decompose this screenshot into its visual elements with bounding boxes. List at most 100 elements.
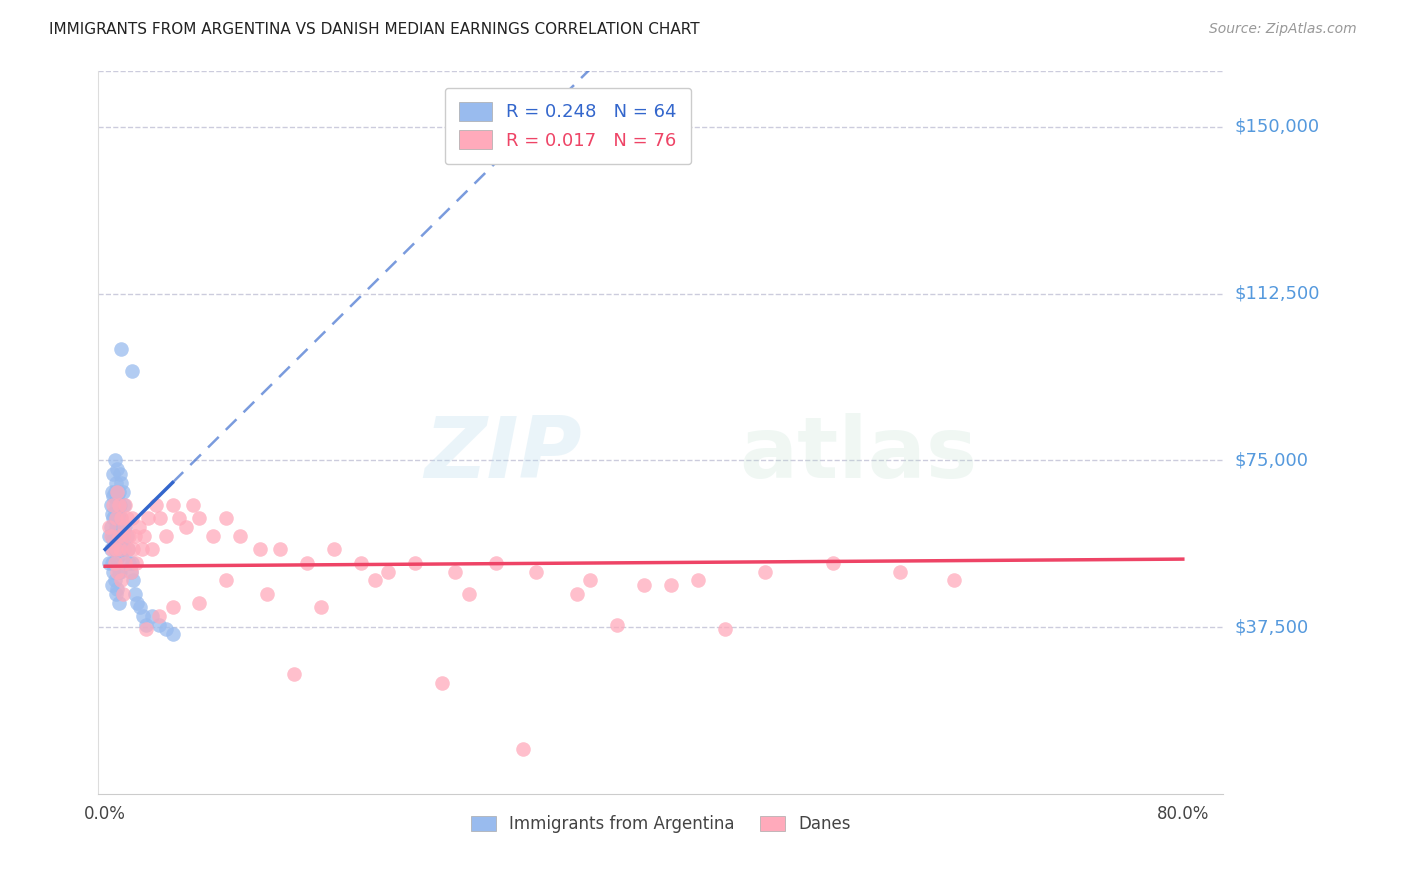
Point: [121, 364, 143, 378]
Text: atlas: atlas: [740, 413, 977, 496]
Point: [120, 565, 142, 579]
Point: [122, 574, 145, 588]
Point: [363, 574, 385, 588]
Point: [132, 609, 155, 624]
Point: [108, 565, 131, 579]
Point: [201, 529, 224, 543]
Point: [131, 542, 153, 557]
Point: [297, 556, 319, 570]
Point: [485, 556, 508, 570]
Point: [188, 511, 211, 525]
Point: [108, 533, 131, 548]
Point: [565, 587, 588, 601]
Point: [122, 542, 145, 557]
Point: [377, 565, 399, 579]
Point: [103, 484, 125, 499]
Point: [121, 556, 143, 570]
Point: [118, 529, 141, 543]
Point: [105, 484, 128, 499]
Point: [115, 529, 138, 543]
Point: [107, 511, 129, 525]
Point: [633, 578, 655, 592]
Point: [121, 511, 143, 525]
Point: [101, 529, 124, 543]
Point: [115, 511, 138, 525]
Text: Source: ZipAtlas.com: Source: ZipAtlas.com: [1209, 22, 1357, 37]
Point: [606, 618, 628, 632]
Point: [117, 542, 139, 557]
Point: [103, 489, 125, 503]
Point: [104, 520, 127, 534]
Point: [104, 587, 127, 601]
Point: [659, 578, 682, 592]
Point: [821, 556, 844, 570]
Text: $37,500: $37,500: [1234, 618, 1309, 636]
Point: [145, 498, 167, 512]
Point: [104, 542, 127, 557]
Point: [108, 498, 131, 512]
Point: [155, 529, 177, 543]
Point: [128, 520, 150, 534]
Point: [524, 565, 547, 579]
Point: [98, 520, 121, 534]
Point: [103, 453, 125, 467]
Point: [754, 565, 776, 579]
Point: [229, 529, 252, 543]
Point: [110, 475, 132, 490]
Point: [134, 529, 156, 543]
Point: [120, 565, 142, 579]
Point: [181, 498, 204, 512]
Point: [100, 529, 122, 543]
Legend: Immigrants from Argentina, Danes: Immigrants from Argentina, Danes: [464, 808, 858, 839]
Point: [579, 574, 602, 588]
Point: [112, 542, 135, 557]
Point: [118, 556, 141, 570]
Point: [108, 542, 131, 557]
Point: [167, 511, 190, 525]
Point: [249, 542, 271, 557]
Point: [124, 529, 146, 543]
Point: [101, 578, 124, 592]
Point: [111, 529, 134, 543]
Point: [114, 556, 136, 570]
Point: [103, 533, 125, 548]
Point: [107, 533, 129, 548]
Point: [141, 542, 163, 557]
Point: [101, 507, 124, 521]
Point: [162, 498, 184, 512]
Point: [101, 484, 124, 499]
Point: [111, 484, 134, 499]
Point: [104, 542, 127, 557]
Point: [103, 467, 125, 481]
Point: [101, 542, 124, 557]
Text: $150,000: $150,000: [1234, 118, 1319, 136]
Point: [110, 511, 132, 525]
Point: [100, 542, 122, 557]
Point: [117, 542, 139, 557]
Point: [100, 520, 122, 534]
Point: [108, 467, 131, 481]
Point: [135, 623, 157, 637]
Text: ZIP: ZIP: [425, 413, 582, 496]
Point: [103, 565, 125, 579]
Point: [889, 565, 911, 579]
Text: $75,000: $75,000: [1234, 451, 1309, 469]
Point: [457, 587, 479, 601]
Point: [104, 498, 127, 512]
Point: [148, 618, 170, 632]
Point: [107, 565, 129, 579]
Point: [125, 556, 148, 570]
Point: [942, 574, 965, 588]
Point: [103, 542, 125, 557]
Point: [162, 600, 184, 615]
Point: [105, 489, 128, 503]
Point: [103, 556, 125, 570]
Text: $112,500: $112,500: [1234, 285, 1320, 302]
Point: [112, 498, 135, 512]
Point: [162, 627, 184, 641]
Point: [103, 498, 125, 512]
Point: [686, 574, 709, 588]
Point: [111, 529, 134, 543]
Point: [444, 565, 467, 579]
Point: [107, 498, 129, 512]
